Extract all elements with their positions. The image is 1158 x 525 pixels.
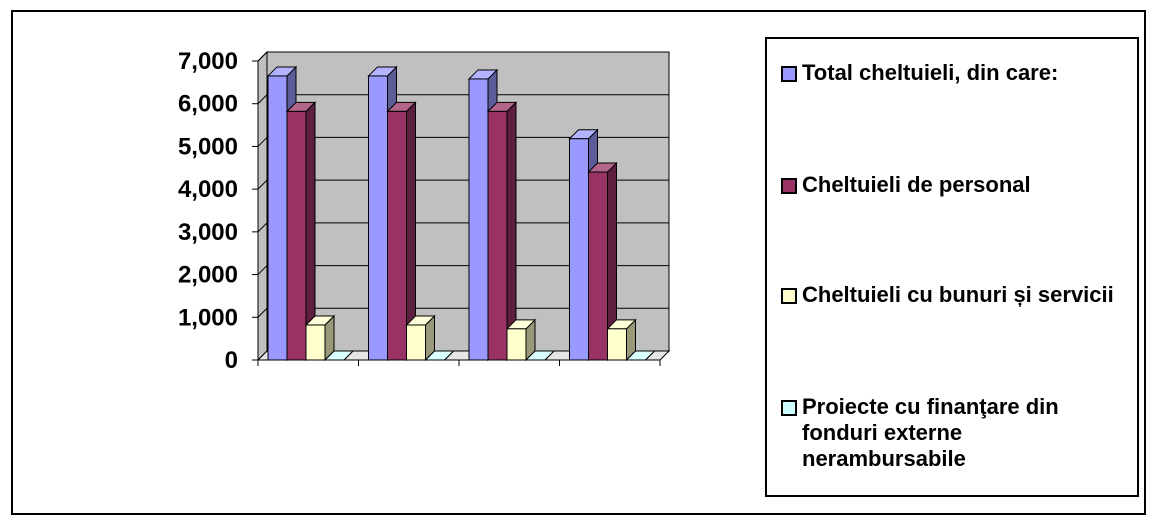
bar (286, 110, 307, 361)
y-tick-label: 4,000 (178, 176, 238, 203)
gridline-side (257, 222, 268, 233)
y-tick-label: 5,000 (178, 133, 238, 160)
y-tick-label: 6,000 (178, 91, 238, 118)
bar (506, 328, 527, 361)
bar (588, 171, 608, 361)
gridline-side (257, 307, 268, 318)
bar (267, 75, 288, 361)
y-tick-label: 0 (225, 347, 238, 374)
bar (305, 324, 326, 361)
gridline-side (257, 265, 268, 275)
legend-item-personal: Cheltuieli de personal (781, 172, 1131, 198)
legend-item-total: Total cheltuieli, din care: (781, 60, 1131, 86)
bar (387, 110, 407, 361)
chart-legend: Total cheltuieli, din care: Cheltuieli d… (765, 37, 1139, 497)
y-tick-label: 3,000 (178, 219, 238, 246)
legend-swatch-total (781, 66, 797, 82)
legend-item-bunuri: Cheltuieli cu bunuri și servicii (781, 282, 1131, 308)
bar-top (625, 350, 656, 361)
legend-label-bunuri: Cheltuieli cu bunuri și servicii (802, 282, 1114, 307)
legend-swatch-personal (781, 178, 797, 194)
bar (468, 78, 489, 361)
bar (406, 324, 426, 361)
gridline-side (257, 51, 268, 62)
y-tick-label: 7,000 (178, 48, 238, 75)
gridline-side (257, 94, 268, 105)
legend-swatch-bunuri (781, 288, 797, 304)
legend-label-personal: Cheltuieli de personal (802, 172, 1031, 197)
bar (368, 75, 388, 361)
bar-top (424, 350, 455, 361)
bar (607, 328, 627, 361)
bar (487, 110, 508, 361)
legend-label-proiecte: Proiecte cu finanţare din fonduri extern… (802, 394, 1059, 471)
legend-swatch-proiecte (781, 400, 797, 416)
gridline-side (257, 179, 268, 190)
bar-top (323, 350, 355, 361)
bar (569, 138, 589, 361)
legend-label-total: Total cheltuieli, din care: (802, 60, 1059, 85)
y-tick-label: 1,000 (178, 304, 238, 331)
y-tick-label: 2,000 (178, 262, 238, 289)
gridline-side (257, 137, 268, 147)
plot-side-wall (257, 50, 268, 362)
bar-top (524, 350, 556, 361)
legend-item-proiecte: Proiecte cu finanţare din fonduri extern… (781, 394, 1131, 472)
